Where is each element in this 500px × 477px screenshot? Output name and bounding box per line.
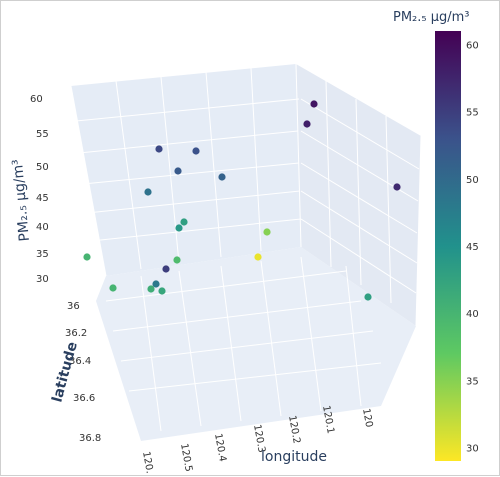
gridline (385, 115, 392, 304)
colorbar-tick: 55 (466, 108, 479, 119)
colorbar-tick: 30 (466, 444, 479, 455)
x-tick: 120.1 (320, 405, 336, 435)
z-tick: 30 (36, 274, 49, 285)
data-point[interactable] (155, 145, 163, 153)
gridline (112, 300, 362, 332)
colorbar-tick: 35 (466, 376, 479, 387)
z-tick: 60 (30, 94, 43, 105)
z-axis-ticks: 60 55 50 45 40 35 30 (30, 94, 49, 285)
data-point[interactable] (180, 218, 188, 226)
gridline (178, 270, 202, 427)
gridline (90, 218, 302, 242)
gridline (75, 98, 300, 122)
data-point[interactable] (158, 287, 166, 295)
data-point[interactable] (144, 188, 152, 196)
gridline (300, 256, 322, 412)
x-tick: 120. (140, 451, 155, 475)
data-point[interactable] (109, 284, 117, 292)
y-tick: 36 (67, 301, 80, 312)
data-point[interactable] (192, 147, 200, 155)
gridline (300, 162, 418, 234)
gridline (300, 218, 417, 294)
gridline (78, 130, 299, 154)
data-point[interactable] (254, 253, 262, 261)
x-tick: 120.2 (286, 415, 302, 445)
x-tick: 120.4 (212, 433, 228, 463)
data-point[interactable] (152, 280, 160, 288)
gridline (140, 275, 162, 432)
colorbar: PM₂.₅ μg/m³ 30 35 40 45 50 55 60 (393, 10, 479, 461)
data-point[interactable] (218, 173, 226, 181)
z-axis-title: PM₂.₅ μg/m³ (10, 159, 33, 243)
y-tick: 36.6 (73, 393, 95, 404)
x-tick: 120.5 (178, 443, 194, 473)
data-point[interactable] (310, 100, 318, 108)
y-tick: 36.4 (69, 356, 91, 367)
colorbar-tick: 50 (466, 175, 479, 186)
grid (70, 63, 422, 432)
back-pane-left (71, 64, 301, 276)
gridline (82, 162, 300, 185)
floor-pane (96, 247, 416, 441)
gridline (355, 98, 362, 286)
data-point[interactable] (147, 285, 155, 293)
data-point[interactable] (303, 120, 311, 128)
colorbar-gradient (435, 31, 461, 461)
y-tick: 36.8 (79, 433, 101, 444)
data-point[interactable] (162, 265, 170, 273)
data-point[interactable] (173, 256, 181, 264)
gridline (300, 190, 418, 264)
data-points (83, 100, 401, 301)
x-axis-ticks: 120 120.1 120.2 120.3 120.4 120.5 120. (140, 405, 374, 475)
colorbar-title: PM₂.₅ μg/m³ (393, 10, 470, 25)
gridline (325, 80, 332, 268)
z-tick: 40 (36, 222, 49, 233)
gridline (345, 265, 362, 407)
gridline (128, 362, 382, 392)
gridline (250, 67, 262, 252)
z-tick: 55 (36, 129, 49, 140)
gridline (70, 85, 107, 277)
colorbar-tick: 60 (466, 40, 479, 51)
gridline (115, 80, 142, 270)
gridline (120, 330, 374, 362)
scene-panes (70, 63, 422, 441)
gridline (295, 63, 302, 248)
gridline (260, 260, 282, 417)
gridline (300, 98, 420, 170)
gridline (220, 265, 242, 422)
gridline (415, 135, 422, 327)
y-axis-ticks: 36 36.2 36.4 36.6 36.8 (65, 301, 101, 444)
x-axis-title: longitude (261, 449, 327, 465)
z-tick: 50 (36, 162, 49, 173)
colorbar-tick: 45 (466, 242, 479, 253)
z-tick: 35 (36, 249, 49, 260)
x-tick: 120.3 (251, 424, 267, 454)
colorbar-tick: 40 (466, 309, 479, 320)
x-tick: 120 (360, 408, 374, 429)
gridline (86, 190, 301, 214)
gridline (205, 71, 222, 258)
data-point[interactable] (174, 167, 182, 175)
data-point[interactable] (393, 183, 401, 191)
y-tick: 36.2 (65, 328, 87, 339)
gridline (105, 270, 347, 302)
z-tick: 45 (36, 193, 49, 204)
data-point[interactable] (263, 228, 271, 236)
data-point[interactable] (364, 293, 372, 301)
data-point[interactable] (83, 253, 91, 261)
data-point[interactable] (175, 224, 183, 232)
